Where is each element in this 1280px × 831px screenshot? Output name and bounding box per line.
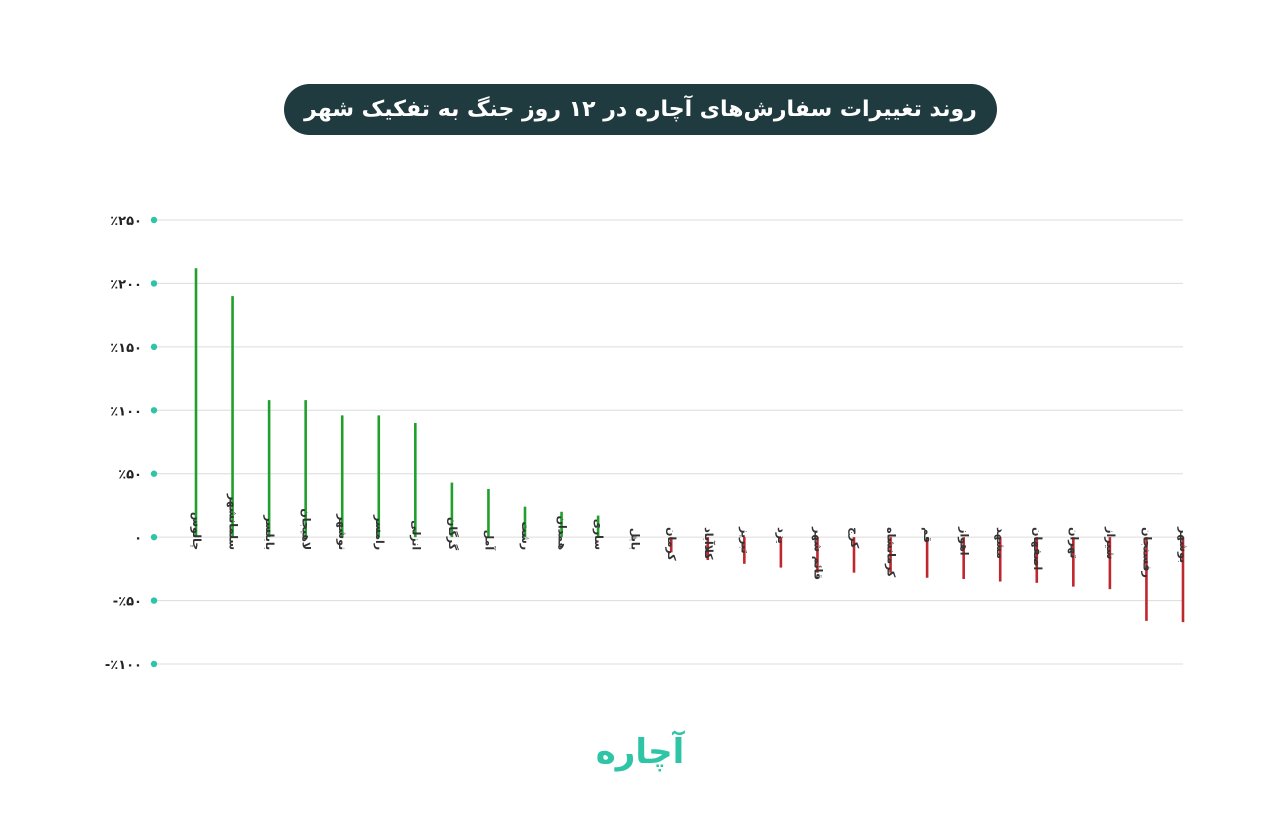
y-tick-label: ٪۵۰ xyxy=(118,468,142,483)
y-tick-label: ٪۱۵۰ xyxy=(110,341,142,356)
category-label: انزلی xyxy=(409,520,422,550)
category-label: گرگان xyxy=(446,517,459,551)
category-label: اصفهان xyxy=(1031,527,1044,570)
category-label: نوشهر xyxy=(336,513,349,550)
axis-tick-dot xyxy=(150,407,158,414)
category-label: رامسر xyxy=(373,514,386,550)
category-label: مشهد xyxy=(994,527,1007,559)
y-tick-label: ٪۲۵۰ xyxy=(110,214,142,229)
category-label: بوشهر xyxy=(1177,526,1190,563)
category-label: رشت xyxy=(519,521,532,550)
category-label: کرمان xyxy=(665,527,678,561)
axis-tick-dot xyxy=(150,660,158,668)
category-label: کرج xyxy=(847,527,861,549)
axis-tick-dot xyxy=(150,343,158,351)
category-label: کلاآباد xyxy=(702,527,716,560)
chart-title: روند تغییرات سفارش‌های آچاره در ۱۲ روز ج… xyxy=(304,97,977,122)
axis-tick-dot xyxy=(150,533,158,541)
category-label: کرمانشاه xyxy=(885,527,898,578)
category-label: بابل xyxy=(629,528,642,550)
category-label: قائم شهر xyxy=(811,526,824,580)
category-label: رفسنجان xyxy=(1140,527,1153,578)
axis-tick-dot xyxy=(150,597,158,604)
category-label: اهواز xyxy=(958,526,971,555)
axis-tick-dot xyxy=(150,280,158,287)
y-tick-label: -٪۱۰۰ xyxy=(105,658,142,673)
category-label: شیراز xyxy=(1104,526,1117,559)
category-label: همدان xyxy=(556,516,569,551)
category-label: لاهیجان xyxy=(300,508,313,550)
logo-text: آچاره xyxy=(595,732,685,772)
brand-logo: آچاره xyxy=(590,722,690,782)
category-label: بابلسر xyxy=(263,514,276,550)
category-label: تهران xyxy=(1067,527,1080,558)
y-tick-label: -٪۵۰ xyxy=(113,595,142,610)
category-label: تبریز xyxy=(738,526,751,553)
category-label: آمل xyxy=(482,530,496,551)
category-label: ساری xyxy=(592,519,605,550)
axis-tick-dot xyxy=(150,216,158,224)
axis-tick-dot xyxy=(150,470,158,477)
y-tick-label: ٪۱۰۰ xyxy=(110,404,142,419)
y-tick-label: ٪۲۰۰ xyxy=(110,277,142,292)
y-tick-label: ۰ xyxy=(134,531,142,546)
zero-point-mark xyxy=(632,535,637,540)
title-banner: روند تغییرات سفارش‌های آچاره در ۱۲ روز ج… xyxy=(284,84,997,135)
category-label: چالوس xyxy=(190,512,203,550)
category-label: یزد xyxy=(775,527,788,544)
category-label: قم xyxy=(921,527,934,543)
category-label: سلمانشهر xyxy=(227,493,240,550)
